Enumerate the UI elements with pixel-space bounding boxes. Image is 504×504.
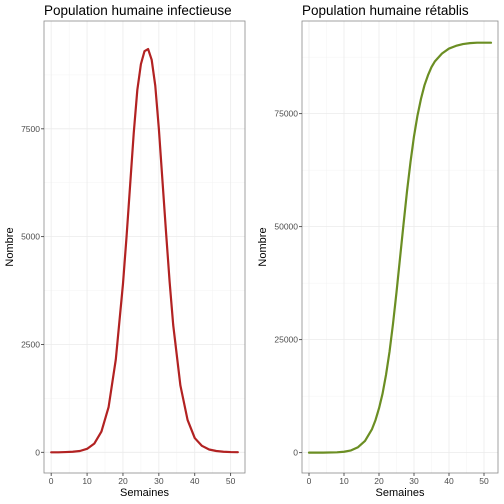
recovered-x-tick-label: 50 — [479, 476, 489, 486]
infectious-x-tick-label: 50 — [226, 476, 236, 486]
recovered-x-tick-label: 0 — [307, 476, 312, 486]
infectious-panel: 0 10 20 30 40 50 0 2500 5000 7500 Population humai… — [4, 3, 246, 499]
infectious-chart-title: Population humaine infectieuse — [44, 3, 232, 18]
recovered-plot-area — [302, 21, 498, 473]
recovered-x-tick-label: 40 — [444, 476, 454, 486]
recovered-x-axis-label: Semaines — [376, 487, 425, 499]
recovered-y-axis-label: Nombre — [257, 227, 269, 266]
recovered-series-line — [307, 41, 493, 454]
infectious-x-tick-label: 20 — [118, 476, 128, 486]
recovered-y-tick-label: 75000 — [274, 109, 298, 119]
recovered-x-tick-label: 20 — [374, 476, 384, 486]
infectious-y-tick-label: 7500 — [21, 124, 40, 134]
recovered-panel: 0 10 20 30 40 50 0 25000 50000 75000 Population hu… — [257, 3, 499, 499]
infectious-x-tick-label: 30 — [154, 476, 164, 486]
recovered-x-tick-label: 10 — [339, 476, 349, 486]
infectious-y-axis-label: Nombre — [4, 227, 16, 266]
infectious-x-tick-label: 40 — [190, 476, 200, 486]
infectious-y-tick-label: 5000 — [21, 232, 40, 242]
recovered-y-tick-label: 0 — [293, 448, 298, 458]
recovered-x-tick-label: 30 — [409, 476, 419, 486]
infectious-y-tick-label: 2500 — [21, 339, 40, 349]
infectious-plot-area — [44, 21, 245, 473]
recovered-chart-title: Population humaine rétablis — [302, 3, 469, 18]
infectious-series-line — [50, 47, 239, 454]
recovered-panel-border — [301, 20, 499, 474]
recovered-y-tick-label: 25000 — [274, 335, 298, 345]
infectious-x-axis-label: Semaines — [120, 487, 169, 499]
infectious-y-tick-label: 0 — [35, 447, 40, 457]
recovered-y-tick-label: 50000 — [274, 222, 298, 232]
infectious-x-tick-label: 0 — [49, 476, 54, 486]
infectious-panel-border — [43, 20, 246, 474]
infectious-x-tick-label: 10 — [82, 476, 92, 486]
